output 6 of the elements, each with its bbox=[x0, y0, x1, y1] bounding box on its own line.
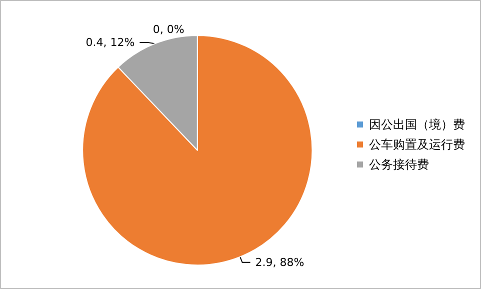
data-label: 2.9, 88% bbox=[255, 256, 304, 269]
legend-label: 因公出国（境）费 bbox=[369, 118, 465, 132]
text: 0, 0% bbox=[152, 22, 184, 36]
data-label: 0.4, 12% bbox=[86, 36, 135, 49]
legend-label: 公车购置及运行费 bbox=[369, 138, 465, 152]
legend-label: 公务接待费 bbox=[369, 158, 429, 172]
